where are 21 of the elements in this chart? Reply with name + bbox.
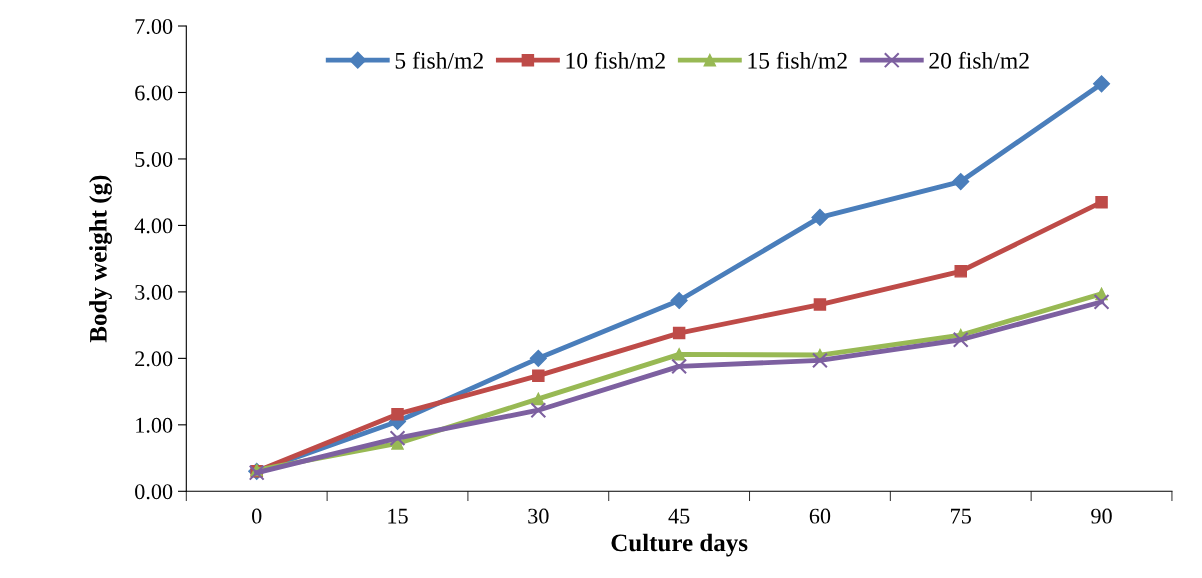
y-tick-label: 4.00 — [134, 218, 173, 234]
x-tick-label: 75 — [951, 508, 971, 524]
x-tick-label: 15 — [388, 508, 408, 524]
x-tick-label: 90 — [1091, 508, 1112, 524]
y-tick-label: 1.00 — [136, 417, 173, 433]
y-tick-label: 2.00 — [135, 351, 173, 367]
y-tick-label: 3.00 — [135, 284, 173, 300]
y-tick-label: 0.00 — [135, 484, 173, 500]
legend-label: 10 fish/m2 — [566, 51, 665, 69]
x-axis-title: Culture days — [611, 533, 748, 557]
y-tick-label: 7.00 — [135, 18, 173, 35]
legend-label: 15 fish/m2 — [748, 51, 847, 69]
x-tick-label: 0 — [252, 508, 262, 524]
legend-label: 20 fish/m2 — [929, 51, 1029, 69]
x-tick-label: 60 — [809, 508, 831, 524]
y-tick-label: 5.00 — [135, 151, 173, 167]
y-tick-label: 6.00 — [135, 85, 173, 101]
y-axis-title: Body weight (g) — [89, 175, 112, 343]
x-tick-label: 30 — [528, 508, 549, 524]
x-tick-label: 45 — [668, 508, 690, 524]
legend-label: 5 fish/m2 — [395, 51, 483, 69]
